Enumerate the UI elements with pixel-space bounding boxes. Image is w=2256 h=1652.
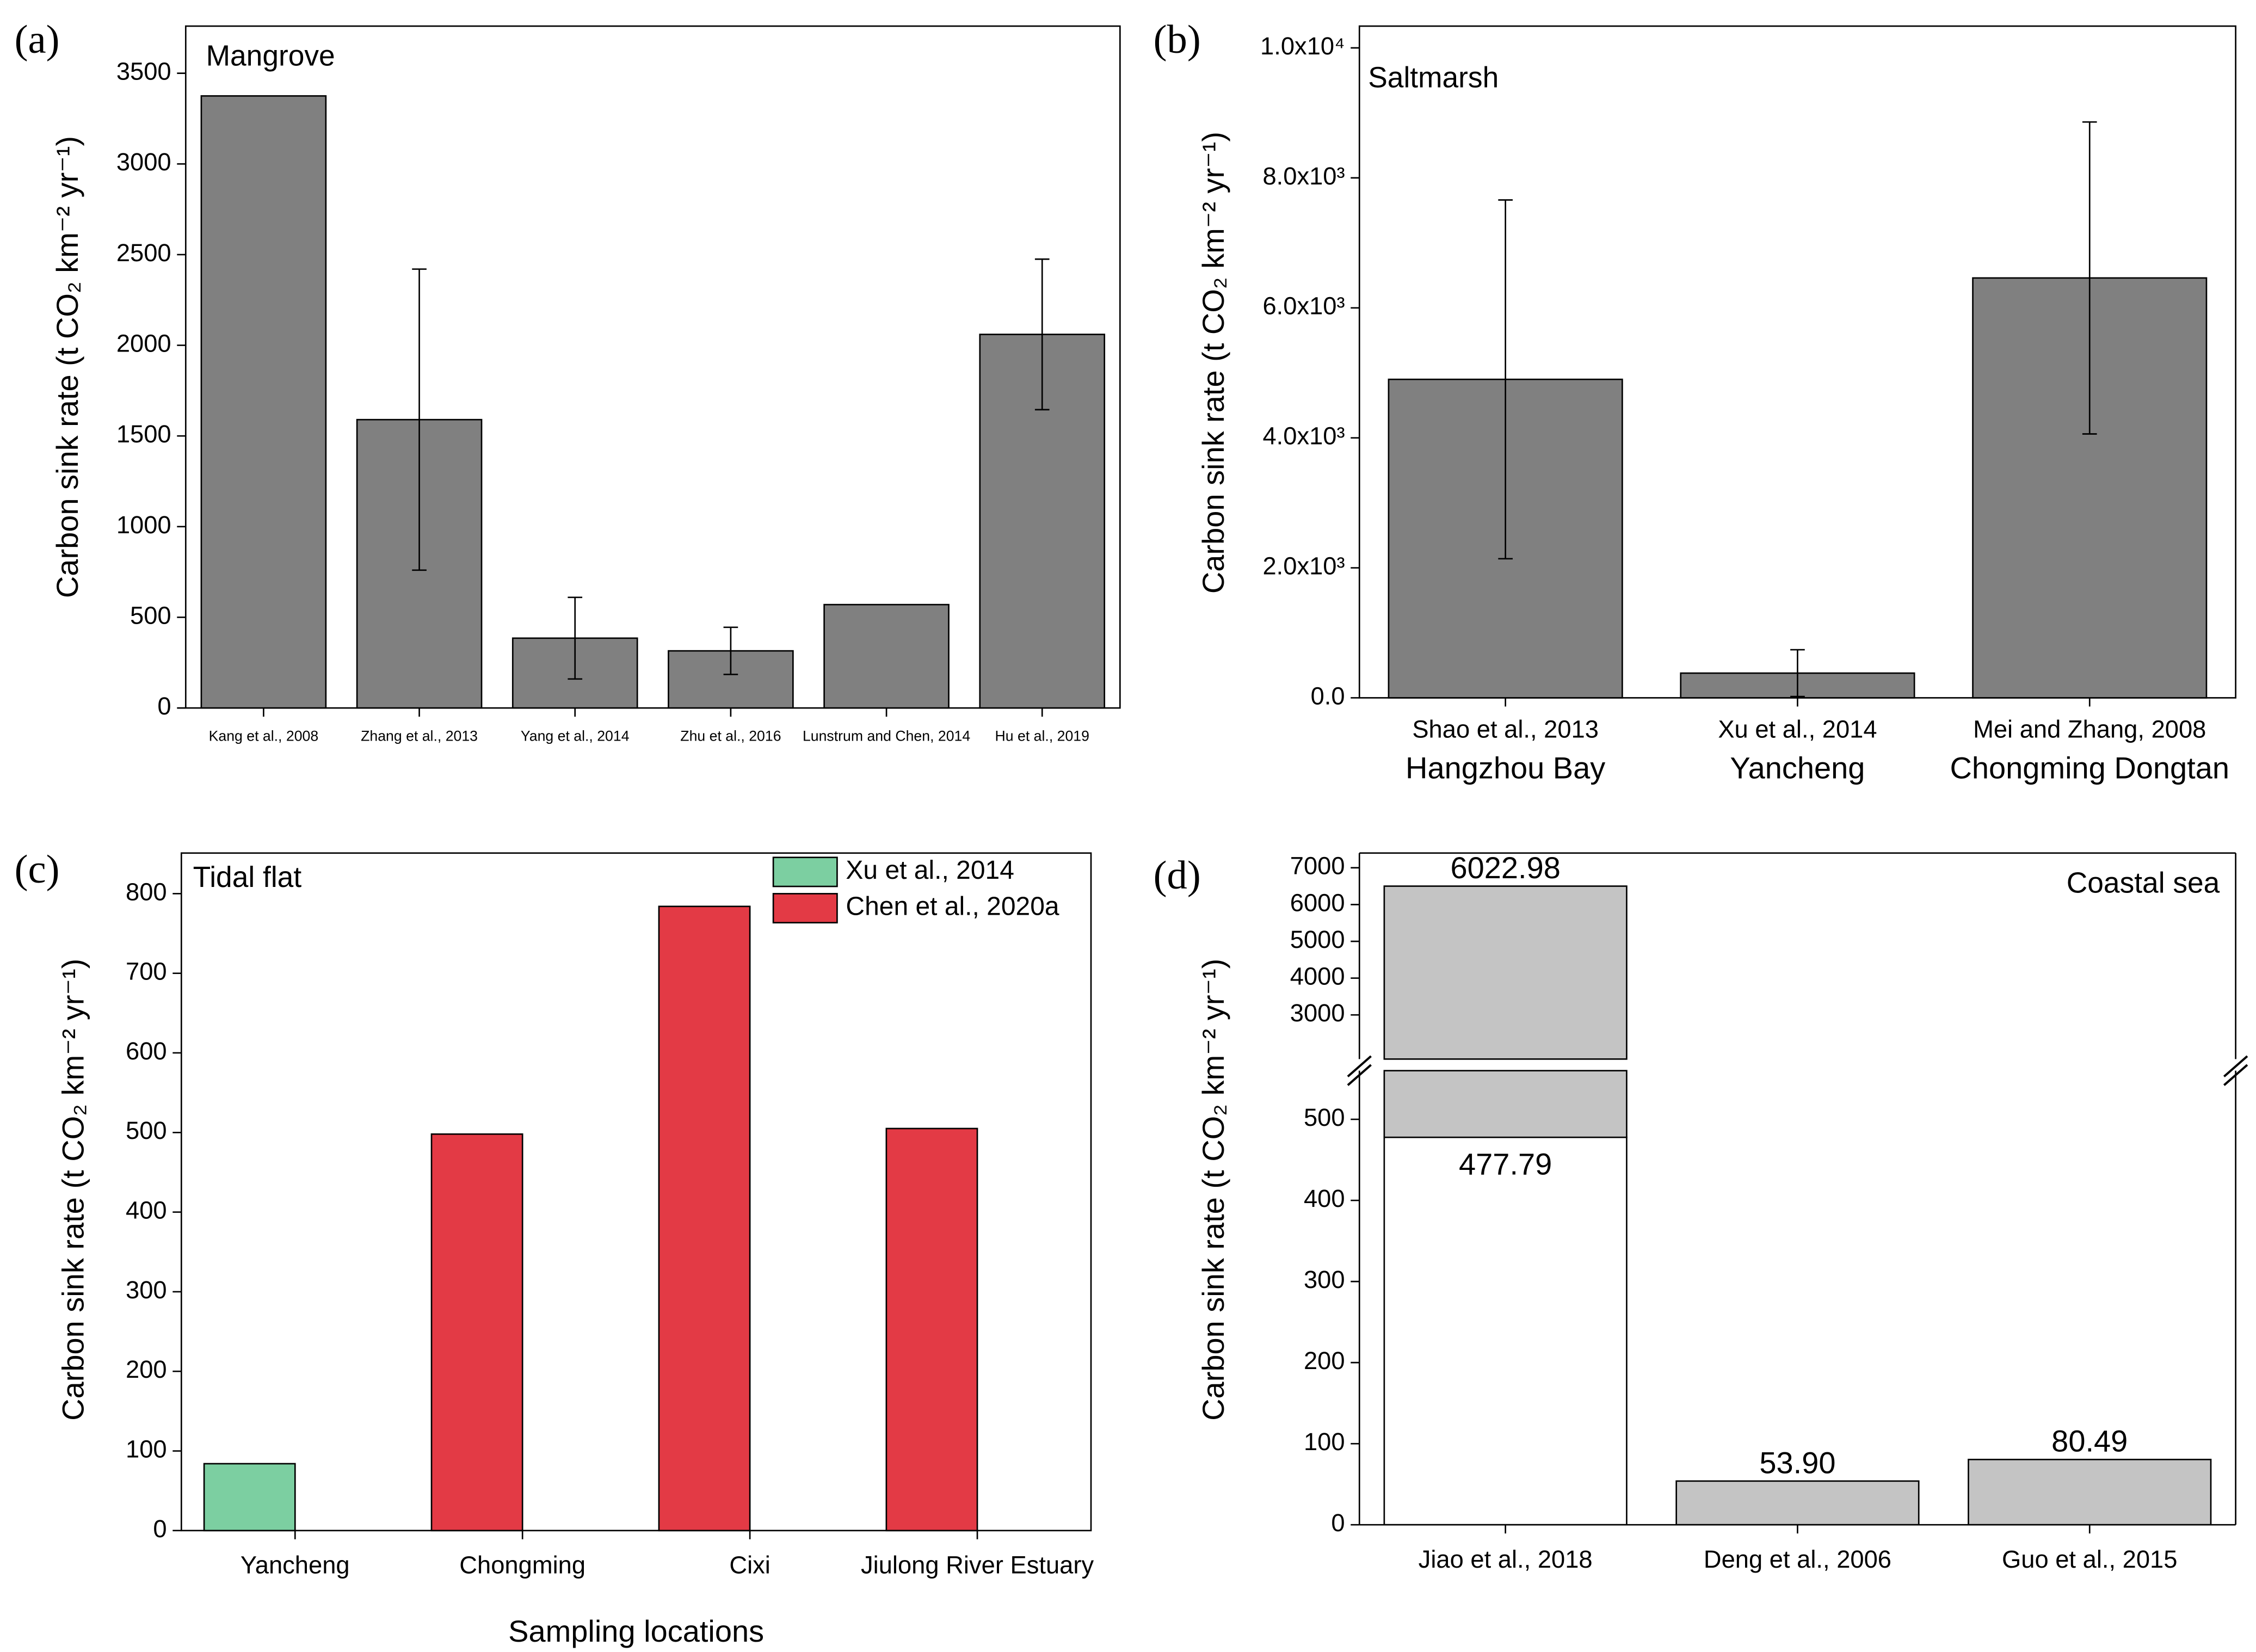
y-tick-label: 100 (126, 1435, 167, 1463)
y-tick-label: 500 (1304, 1104, 1345, 1131)
y-tick-label: 200 (126, 1355, 167, 1383)
x-tick-label: Guo et al., 2015 (2002, 1545, 2177, 1573)
y-tick-label: 500 (126, 1117, 167, 1144)
x-tick-label: Xu et al., 2014 (1718, 716, 1877, 743)
y-tick-label: 0 (153, 1515, 167, 1543)
x-tick-label: Mei and Zhang, 2008 (1973, 716, 2206, 743)
bar (203, 1463, 296, 1532)
panel-label: (b) (1154, 17, 1201, 62)
y-tick-label: 100 (1304, 1428, 1345, 1456)
y-tick-label: 6.0x10³ (1262, 292, 1345, 320)
y-tick-label: 6000 (1290, 889, 1345, 916)
y-tick-label: 4000 (1290, 963, 1345, 990)
y-tick-label: 400 (1304, 1185, 1345, 1212)
x-axis-label: Sampling locations (508, 1614, 764, 1648)
x-tick-label: Chongming (459, 1551, 585, 1579)
y-tick-label: 500 (130, 601, 171, 629)
panel-title: Mangrove (206, 40, 335, 72)
x-tick-label: Cixi (729, 1551, 771, 1579)
axis-break (2223, 1055, 2248, 1077)
y-tick-label: 300 (126, 1276, 167, 1304)
x-tick-label: Zhu et al., 2016 (680, 728, 781, 744)
bar-segment (1383, 885, 1628, 1060)
value-label: 477.79 (1459, 1146, 1552, 1181)
value-label: 53.90 (1759, 1445, 1835, 1480)
x-tick-label: Lunstrum and Chen, 2014 (803, 728, 970, 744)
y-tick-label: 400 (126, 1197, 167, 1224)
bar-segment (1383, 1070, 1628, 1138)
y-tick-label: 300 (1304, 1266, 1345, 1293)
y-tick-label: 2500 (116, 239, 171, 267)
bar (200, 95, 327, 709)
y-tick-label: 2000 (116, 330, 171, 357)
y-tick-label: 5000 (1290, 926, 1345, 953)
axis-break (1347, 1055, 1372, 1077)
x-tick-label: Zhang et al., 2013 (361, 728, 478, 744)
panel-title: Saltmarsh (1368, 62, 1499, 94)
x-tick-label: Deng et al., 2006 (1704, 1545, 1891, 1573)
plot-frame (184, 25, 1121, 709)
x-tick-label: Shao et al., 2013 (1412, 716, 1599, 743)
bar (823, 603, 950, 709)
bar (658, 905, 751, 1532)
x-tick-label: Yancheng (241, 1551, 350, 1579)
value-label: 80.49 (2051, 1424, 2128, 1458)
y-tick-label: 3500 (116, 58, 171, 85)
x-tick-label: Hu et al., 2019 (995, 728, 1089, 744)
y-tick-label: 1000 (116, 511, 171, 539)
x-tick-label: Jiulong River Estuary (861, 1551, 1094, 1579)
x-tick-label: Jiao et al., 2018 (1419, 1545, 1593, 1573)
panel-title: Tidal flat (193, 861, 302, 893)
axis-break (1347, 1064, 1372, 1086)
y-tick-label: 3000 (116, 148, 171, 176)
bar-segment (1968, 1458, 2212, 1526)
y-axis-label: Carbon sink rate (t CO₂ km⁻² yr⁻¹) (1196, 132, 1230, 594)
location-label: Hangzhou Bay (1406, 751, 1605, 785)
legend-label: Xu et al., 2014 (846, 856, 1014, 885)
y-tick-label: 1.0x10⁴ (1260, 32, 1345, 60)
bar-segment (1383, 1136, 1628, 1526)
y-tick-label: 600 (126, 1037, 167, 1065)
x-tick-label: Kang et al., 2008 (209, 728, 319, 744)
panel-title: Coastal sea (2067, 867, 2220, 899)
bar (430, 1133, 523, 1532)
location-label: Chongming Dongtan (1950, 751, 2229, 785)
y-tick-label: 0.0 (1311, 682, 1345, 710)
bar-segment (1675, 1480, 1920, 1526)
y-tick-label: 3000 (1290, 999, 1345, 1027)
y-tick-label: 200 (1304, 1347, 1345, 1374)
legend-swatch (772, 856, 838, 887)
panel-label: (a) (15, 17, 60, 62)
y-tick-label: 7000 (1290, 852, 1345, 880)
y-tick-label: 1500 (116, 420, 171, 448)
y-tick-label: 0 (157, 692, 171, 720)
y-axis-label: Carbon sink rate (t CO₂ km⁻² yr⁻¹) (50, 136, 84, 598)
legend-swatch (772, 893, 838, 924)
legend-label: Chen et al., 2020a (846, 892, 1059, 921)
y-tick-label: 4.0x10³ (1262, 422, 1345, 450)
y-tick-label: 2.0x10³ (1262, 552, 1345, 580)
axis-break (2223, 1064, 2248, 1086)
panel-label: (d) (1154, 853, 1201, 898)
y-tick-label: 8.0x10³ (1262, 162, 1345, 190)
panel-label: (c) (15, 847, 60, 892)
bar (885, 1127, 978, 1532)
y-tick-label: 700 (126, 958, 167, 985)
y-axis-label: Carbon sink rate (t CO₂ km⁻² yr⁻¹) (56, 959, 90, 1421)
y-tick-label: 0 (1331, 1509, 1345, 1537)
x-tick-label: Yang et al., 2014 (521, 728, 630, 744)
value-label: 6022.98 (1450, 850, 1560, 885)
y-tick-label: 800 (126, 878, 167, 905)
plot-frame (180, 852, 1092, 1532)
y-axis-label: Carbon sink rate (t CO₂ km⁻² yr⁻¹) (1196, 959, 1230, 1421)
location-label: Yancheng (1730, 751, 1865, 785)
